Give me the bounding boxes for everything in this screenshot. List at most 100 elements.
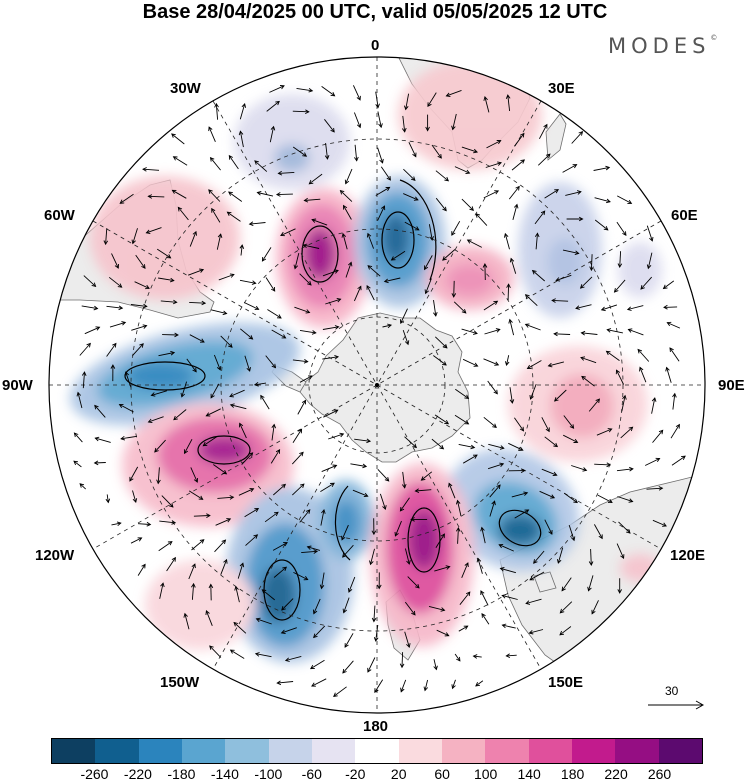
wind-vector-arrow — [571, 131, 583, 144]
wind-vector-head — [605, 198, 611, 204]
wind-vector-head — [303, 359, 309, 364]
wind-vector-arrow — [427, 92, 437, 107]
wind-vector-arrow — [292, 429, 302, 444]
wind-vector-head — [556, 558, 562, 564]
wind-vector-head — [356, 123, 362, 129]
wind-vector-head — [261, 589, 267, 594]
colorbar-tick-label: -60 — [301, 766, 322, 782]
wind-vector-arrow — [350, 463, 367, 467]
wind-vector-head — [321, 508, 326, 514]
wind-vector-arrow — [467, 239, 483, 248]
wind-vector-arrow — [229, 389, 245, 397]
wind-vector-head — [226, 518, 232, 523]
wind-vector-head — [414, 226, 420, 231]
wind-vector-arrow — [667, 322, 681, 329]
wind-vector-arrow — [321, 86, 335, 97]
wind-vector-head — [442, 256, 447, 261]
wind-vector-arrow — [254, 382, 267, 386]
wind-vector-head — [339, 189, 345, 195]
wind-vector-arrow — [344, 633, 354, 648]
lon-label-150e: 150E — [548, 674, 584, 691]
reference-vector-arrow — [648, 700, 705, 710]
wind-vector-arrow — [401, 652, 404, 668]
wind-vector-head — [491, 500, 496, 506]
wind-vector-head — [141, 264, 146, 269]
wind-vector-head — [275, 449, 281, 454]
colorbar-swatch-3 — [181, 739, 226, 763]
wind-vector-arrow — [343, 205, 352, 220]
wind-vector-arrow — [322, 356, 339, 360]
wind-vector-arrow — [210, 157, 221, 171]
wind-vector-arrow — [324, 119, 335, 133]
wind-vector-arrow — [228, 155, 239, 170]
wind-vector-head — [543, 123, 548, 129]
wind-vector-arrow — [209, 645, 222, 658]
wind-vector-head — [275, 100, 280, 106]
wind-vector-head — [442, 343, 448, 349]
wind-vector-arrow — [171, 133, 185, 145]
wind-vector-head — [205, 610, 210, 615]
colorbar-swatch-11 — [528, 739, 572, 763]
wind-vector-arrow — [541, 417, 550, 432]
wind-vector-head — [73, 432, 79, 438]
wind-vector-arrow — [172, 189, 187, 199]
wind-vector-head — [311, 218, 317, 223]
wind-vector-head — [533, 559, 538, 564]
wind-vector-head — [504, 361, 510, 367]
colorbar-swatch-13 — [615, 739, 659, 763]
wind-vector-arrow — [502, 595, 518, 600]
wind-vector-head — [587, 586, 592, 592]
wind-vector-head — [142, 324, 148, 329]
wind-vector-arrow — [597, 494, 613, 503]
positive-anomaly-lower-right — [620, 554, 660, 582]
wind-vector-arrow — [73, 460, 82, 468]
lon-label-60e: 60E — [671, 207, 698, 224]
wind-vector-head — [241, 102, 247, 108]
negative-anomaly-upper-right — [618, 242, 662, 298]
wind-vector-head — [528, 629, 534, 635]
wind-vector-arrow — [404, 436, 417, 448]
wind-vector-arrow — [562, 434, 578, 443]
wind-vector-head — [499, 462, 505, 468]
wind-vector-head — [308, 179, 314, 185]
wind-vector-head — [105, 498, 111, 504]
wind-vector-arrow — [142, 168, 160, 171]
wind-vector-arrow — [310, 659, 325, 669]
wind-vector-head — [73, 460, 79, 466]
wind-vector-arrow — [435, 533, 445, 548]
wind-vector-arrow — [607, 329, 623, 334]
wind-vector-head — [476, 557, 482, 563]
wind-vector-head — [501, 594, 507, 599]
wind-vector-head — [545, 427, 550, 433]
wind-vector-arrow — [537, 153, 551, 166]
wind-vector-head — [505, 94, 511, 99]
wind-vector-arrow — [148, 416, 164, 423]
wind-vector-head — [139, 343, 144, 348]
wind-vector-head — [297, 428, 303, 434]
wind-vector-head — [205, 412, 211, 417]
wind-vector-head — [239, 244, 245, 249]
wind-vector-head — [344, 643, 349, 648]
wind-vector-head — [248, 335, 254, 340]
wind-vector-arrow — [271, 329, 286, 339]
wind-vector-head — [531, 269, 537, 275]
wind-vector-arrow — [428, 605, 445, 611]
wind-vector-head — [221, 539, 227, 545]
wind-vector-head — [249, 487, 255, 493]
wind-vector-arrow — [157, 467, 160, 484]
wind-vector-head — [681, 455, 686, 461]
wind-vector-head — [280, 231, 285, 237]
wind-vector-head — [336, 297, 342, 303]
wind-vector-head — [399, 506, 405, 512]
wind-vector-arrow — [601, 304, 618, 311]
wind-vector-head — [254, 508, 260, 513]
wind-vector-head — [576, 190, 582, 195]
wind-vector-head — [110, 364, 116, 369]
positive-anomaly-30w-core — [304, 228, 336, 280]
wind-vector-arrow — [404, 601, 416, 616]
wind-vector-head — [505, 653, 511, 659]
wind-vector-arrow — [402, 471, 406, 488]
lon-label-60w: 60W — [44, 207, 75, 224]
wind-vector-head — [427, 102, 432, 107]
wind-vector-head — [451, 684, 456, 690]
